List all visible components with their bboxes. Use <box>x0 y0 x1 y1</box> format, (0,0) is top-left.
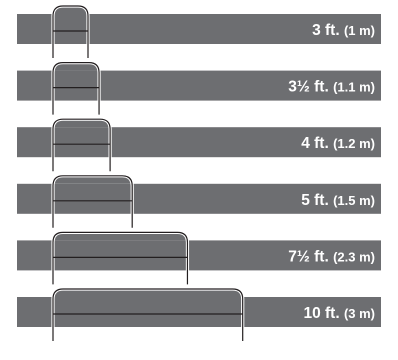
rack-row: 4 ft. (1.2 m) <box>17 117 381 172</box>
rack-length-metric: (1.2 m) <box>333 136 375 151</box>
rack-length-metric: (2.3 m) <box>333 249 375 264</box>
rack-length-metric: (1.1 m) <box>333 80 375 95</box>
rack-frame <box>52 5 89 58</box>
row-bar <box>17 240 381 271</box>
rack-length-label: 7½ ft. (2.3 m) <box>288 248 375 265</box>
rack-row: 3 ft. (1 m) <box>17 4 381 58</box>
rack-length-label: 4 ft. (1.2 m) <box>301 135 375 152</box>
row-bar <box>17 297 381 327</box>
rack-body <box>53 119 111 130</box>
rack-length-imperial: 5 ft. <box>301 192 333 209</box>
rack-body <box>53 6 88 16</box>
rack-frame <box>52 231 189 285</box>
rack-length-label: 3 ft. (1 m) <box>312 22 375 39</box>
rack-row: 5 ft. (1.5 m) <box>17 174 381 228</box>
rack-frame <box>52 288 244 341</box>
rack-row: 3½ ft. (1.1 m) <box>17 61 381 115</box>
rack-length-metric: (3 m) <box>344 306 375 321</box>
row-bar <box>17 183 381 214</box>
rack-row: 7½ ft. (2.3 m) <box>17 230 381 285</box>
rack-body <box>53 175 133 186</box>
rack-length-metric: (1.5 m) <box>333 193 375 208</box>
rack-length-imperial: 4 ft. <box>301 135 333 152</box>
rack-length-label: 5 ft. (1.5 m) <box>301 192 375 209</box>
rack-frame <box>52 118 111 172</box>
rack-length-label: 10 ft. (3 m) <box>303 305 375 322</box>
rack-length-imperial: 3 ft. <box>312 22 344 39</box>
row-bar <box>17 70 381 101</box>
rack-length-imperial: 10 ft. <box>303 305 343 322</box>
row-bar <box>17 14 381 44</box>
rack-body <box>53 289 243 299</box>
rack-frame <box>52 175 133 228</box>
rack-length-imperial: 3½ ft. <box>288 79 333 96</box>
rack-body <box>53 62 100 73</box>
rack-length-metric: (1 m) <box>344 23 375 38</box>
rack-row: 10 ft. (3 m) <box>17 287 381 341</box>
rack-body <box>53 232 188 243</box>
rack-frame <box>52 62 100 115</box>
rack-length-imperial: 7½ ft. <box>288 248 333 265</box>
rack-length-label: 3½ ft. (1.1 m) <box>288 79 375 96</box>
row-bar <box>17 127 381 158</box>
